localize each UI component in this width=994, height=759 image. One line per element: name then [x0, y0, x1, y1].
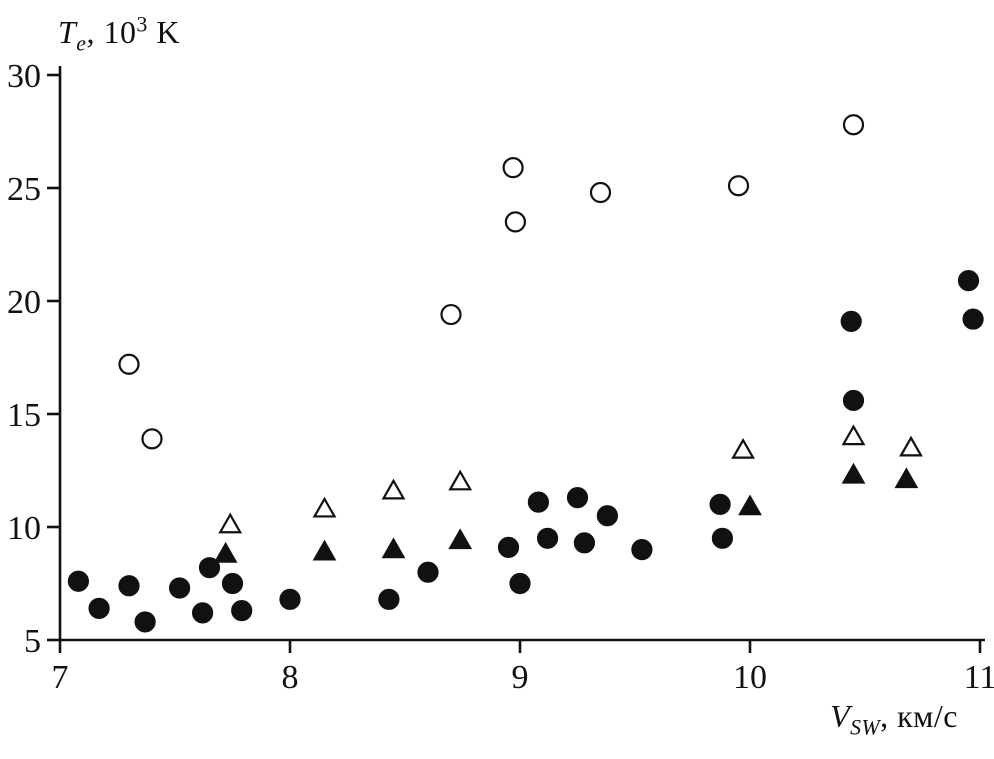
point-open-circle	[504, 211, 527, 233]
x-tick-label: 9	[512, 659, 529, 696]
point-filled-circle	[840, 310, 862, 332]
point-filled-circle	[378, 588, 400, 610]
point-open-circle	[589, 181, 612, 204]
y-axis-unit: K	[147, 14, 180, 50]
point-filled-triangle	[213, 541, 238, 563]
x-axis-units: , км/с	[880, 698, 958, 734]
point-filled-circle	[279, 588, 301, 610]
y-tick-label: 20	[7, 284, 41, 321]
y-axis-title: Te, 103 K	[58, 12, 180, 54]
axes-frame	[58, 66, 985, 642]
point-open-triangle	[841, 424, 866, 446]
point-filled-circle	[566, 487, 589, 509]
y-tick-label: 10	[7, 510, 41, 547]
y-axis-exponent: 3	[136, 12, 148, 37]
point-filled-circle	[497, 536, 520, 558]
point-filled-circle	[631, 538, 653, 561]
point-open-triangle	[448, 469, 473, 491]
point-filled-circle	[221, 572, 244, 595]
x-tick-label: 8	[282, 659, 299, 696]
point-open-triangle	[899, 435, 923, 457]
point-filled-triangle	[448, 528, 473, 550]
point-filled-triangle	[381, 537, 406, 559]
point-open-circle	[727, 175, 750, 197]
point-open-circle	[502, 157, 524, 179]
point-filled-circle	[169, 577, 191, 599]
x-tick-label: 10	[733, 659, 767, 696]
x-axis-subscript: SW	[850, 715, 881, 740]
x-axis-symbol: V	[830, 698, 851, 734]
point-filled-circle	[417, 561, 439, 583]
point-filled-circle	[842, 389, 865, 412]
point-filled-circle	[134, 611, 156, 633]
point-filled-circle	[596, 505, 619, 527]
point-filled-triangle	[312, 539, 337, 561]
y-tick-label: 30	[7, 58, 41, 95]
y-tick-label: 25	[7, 171, 41, 208]
point-filled-circle	[192, 602, 214, 624]
point-filled-triangle	[841, 462, 866, 484]
point-open-triangle	[731, 437, 755, 459]
y-tick-label: 15	[7, 397, 41, 434]
point-filled-circle	[536, 527, 559, 549]
point-filled-circle	[962, 308, 984, 330]
point-filled-circle	[573, 532, 596, 554]
point-open-triangle	[381, 478, 406, 500]
y-axis-subscript: e	[76, 31, 87, 56]
point-filled-circle	[527, 491, 550, 513]
point-open-triangle	[312, 496, 337, 518]
point-open-circle	[141, 428, 163, 450]
point-open-circle	[440, 303, 462, 326]
y-axis-symbol: T	[58, 14, 77, 50]
point-open-circle	[118, 353, 140, 375]
point-open-triangle	[218, 512, 243, 534]
point-open-circle	[842, 114, 865, 136]
point-filled-circle	[231, 600, 253, 622]
point-filled-triangle	[738, 494, 762, 516]
point-filled-circle	[509, 572, 531, 595]
point-filled-triangle	[894, 467, 919, 489]
y-axis-mid: , 10	[86, 14, 137, 50]
point-filled-circle	[957, 270, 980, 292]
point-filled-circle	[198, 557, 221, 579]
point-filled-circle	[88, 597, 110, 619]
point-filled-circle	[67, 570, 90, 592]
y-tick-label: 5	[24, 623, 41, 660]
x-axis-title: VSW, км/с	[830, 698, 958, 738]
point-filled-circle	[709, 493, 731, 515]
point-filled-circle	[118, 575, 140, 597]
point-filled-circle	[711, 527, 734, 549]
x-tick-label: 11	[964, 659, 994, 696]
x-tick-label: 7	[52, 659, 69, 696]
